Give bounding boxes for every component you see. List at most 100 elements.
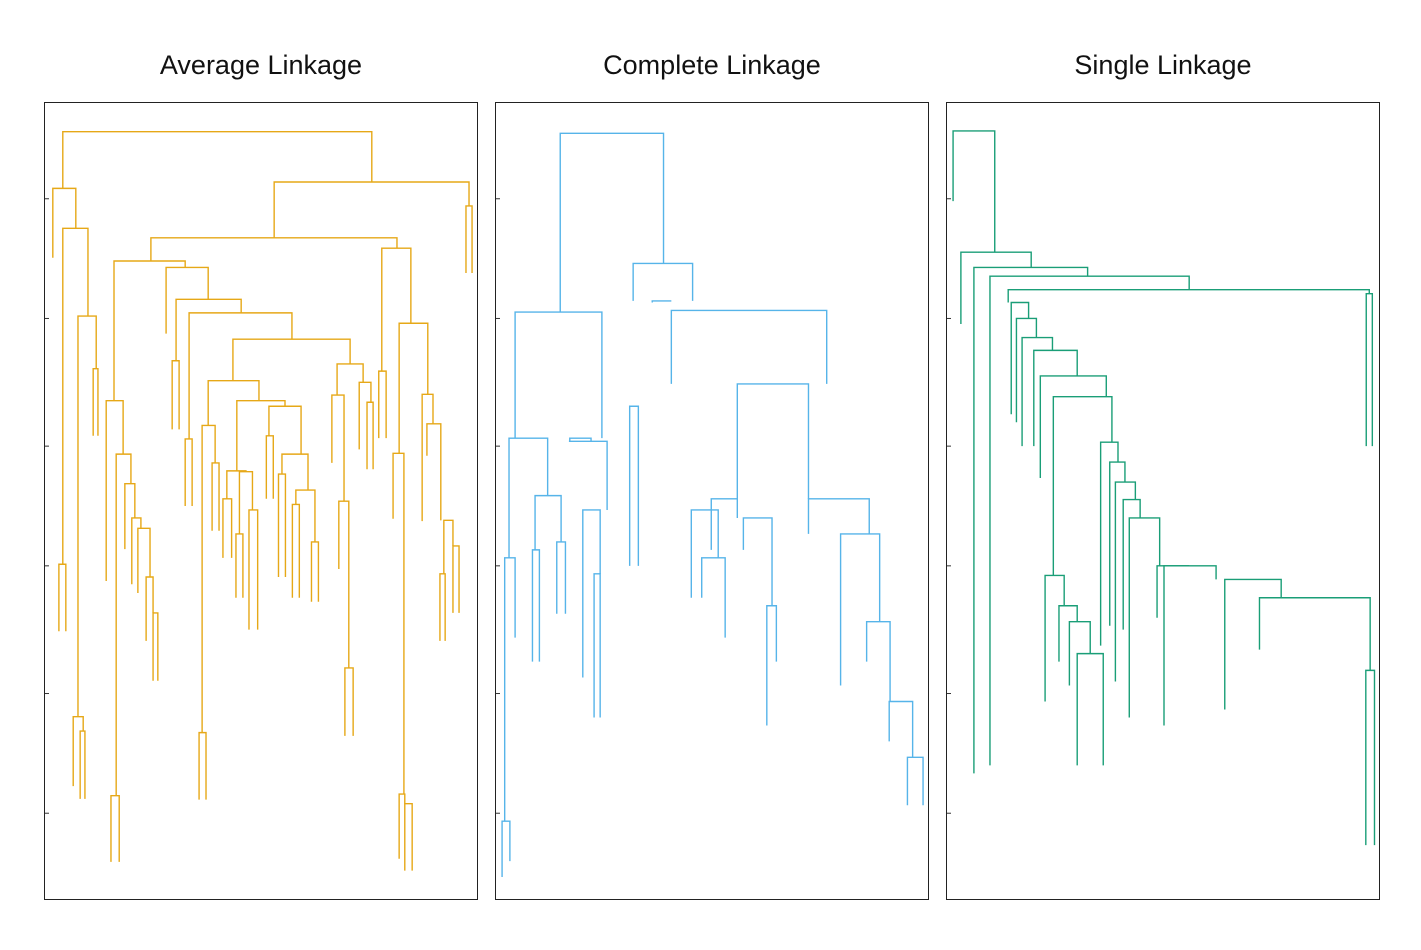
dendrogram-link	[628, 405, 640, 566]
dendrogram-link	[198, 731, 207, 800]
dendrogram-link	[839, 533, 881, 686]
average-linkage-panel	[44, 102, 478, 900]
dendrogram-link	[226, 470, 247, 499]
panel-title-average: Average Linkage	[159, 50, 363, 80]
dendrogram-link	[766, 605, 778, 726]
dendrogram-link	[1163, 565, 1217, 726]
dendrogram-link	[582, 509, 601, 678]
dendrogram-link	[1156, 565, 1190, 618]
dendrogram-link	[281, 453, 309, 491]
dendrogram-link	[232, 338, 351, 381]
dendrogram-link	[105, 399, 124, 582]
dendrogram-link	[115, 453, 132, 796]
dendrogram-link	[338, 500, 350, 668]
dendrogram-link	[514, 311, 603, 439]
dendrogram-link	[508, 437, 549, 558]
dendrogram-link	[651, 300, 672, 303]
dendrogram-link	[1052, 395, 1113, 576]
dendrogram-link	[888, 700, 914, 758]
dendrogram-link	[72, 715, 84, 787]
single-linkage-dendrogram	[947, 130, 1376, 846]
dendrogram-link	[701, 557, 726, 638]
dendrogram-link	[331, 394, 345, 502]
dendrogram-link	[131, 517, 142, 585]
dendrogram-link	[690, 509, 719, 598]
dendrogram-link	[426, 423, 442, 521]
dendrogram-link	[452, 545, 460, 613]
dendrogram-link	[58, 563, 67, 632]
dendrogram-link	[392, 452, 405, 795]
dendrogram-link	[1039, 375, 1107, 479]
dendrogram-link	[110, 794, 120, 862]
dendrogram-link	[421, 393, 434, 522]
average-linkage-dendrogram	[45, 131, 473, 871]
dendrogram-link	[1109, 461, 1126, 626]
dendrogram-link	[465, 205, 473, 273]
dendrogram-link	[398, 322, 429, 454]
dendrogram-link	[188, 312, 293, 439]
dendrogram-link	[1122, 498, 1141, 630]
dendrogram-link	[145, 576, 154, 641]
dendrogram-link	[503, 557, 516, 822]
dendrogram-link	[1058, 605, 1078, 662]
dendrogram-link	[62, 131, 373, 189]
dendrogram-link	[973, 266, 1089, 774]
dendrogram-link	[62, 227, 89, 565]
dendrogram-link	[1015, 317, 1038, 423]
dendrogram-link	[1365, 293, 1374, 447]
dendrogram-link	[952, 130, 996, 253]
dendrogram-link	[531, 549, 541, 662]
dendrogram-link	[1114, 481, 1137, 682]
dendrogram-link	[1021, 336, 1054, 447]
panel-title-complete: Complete Linkage	[603, 50, 821, 80]
dendrogram-link	[1224, 578, 1282, 710]
dendrogram-link	[236, 399, 286, 471]
dendrogram-link	[171, 360, 180, 430]
dendrogram-link	[569, 437, 592, 442]
dendrogram-link	[336, 363, 364, 396]
dendrogram-link	[710, 498, 739, 550]
single-linkage-panel	[946, 102, 1380, 900]
dendrogram-link	[1010, 301, 1030, 415]
dendrogram-link	[1099, 441, 1119, 646]
dendrogram-link	[295, 489, 316, 542]
dendrogram-link	[742, 517, 773, 606]
dendrogram-link	[113, 260, 186, 401]
dendrogram-link	[960, 251, 1032, 325]
dendrogram-link	[277, 473, 287, 578]
dendrogram-link	[207, 380, 260, 426]
dendrogram-link	[568, 440, 608, 510]
dendrogram-link	[137, 527, 151, 593]
dendrogram-link	[989, 275, 1190, 766]
dendrogram-link	[381, 247, 412, 372]
dendrogram-link	[92, 368, 99, 436]
dendrogram-link	[268, 405, 302, 455]
dendrogram-link	[248, 509, 259, 630]
dendrogram-link	[238, 470, 254, 534]
dendrogram-link	[443, 519, 454, 574]
dendrogram-link	[52, 187, 77, 258]
dendrogram-link	[184, 438, 193, 506]
dendrogram-link	[291, 503, 301, 598]
dendrogram-link	[593, 573, 601, 718]
complete-linkage-panel	[495, 102, 929, 900]
dendrogram-link	[344, 667, 354, 736]
dendrogram-link	[124, 482, 136, 550]
dendrogram-link	[1044, 574, 1065, 702]
dendrogram-link	[150, 237, 398, 262]
dendrogram-link	[807, 498, 870, 534]
dendrogram-link	[79, 730, 86, 799]
dendrogram-link	[501, 820, 511, 878]
dendrogram-link	[77, 315, 97, 717]
dendrogram-link	[404, 802, 413, 871]
dendrogram-link	[366, 401, 374, 470]
dendrogram-link	[235, 533, 244, 598]
dendrogram-link	[265, 435, 274, 499]
complete-linkage-dendrogram	[496, 132, 924, 878]
dendrogram-link	[1007, 289, 1370, 303]
dendrogram-link	[201, 424, 216, 733]
dendrogram-link	[398, 793, 406, 859]
dendrogram-link	[439, 573, 446, 641]
dendrogram-link	[273, 181, 470, 238]
dendrogram-link	[1128, 517, 1161, 718]
